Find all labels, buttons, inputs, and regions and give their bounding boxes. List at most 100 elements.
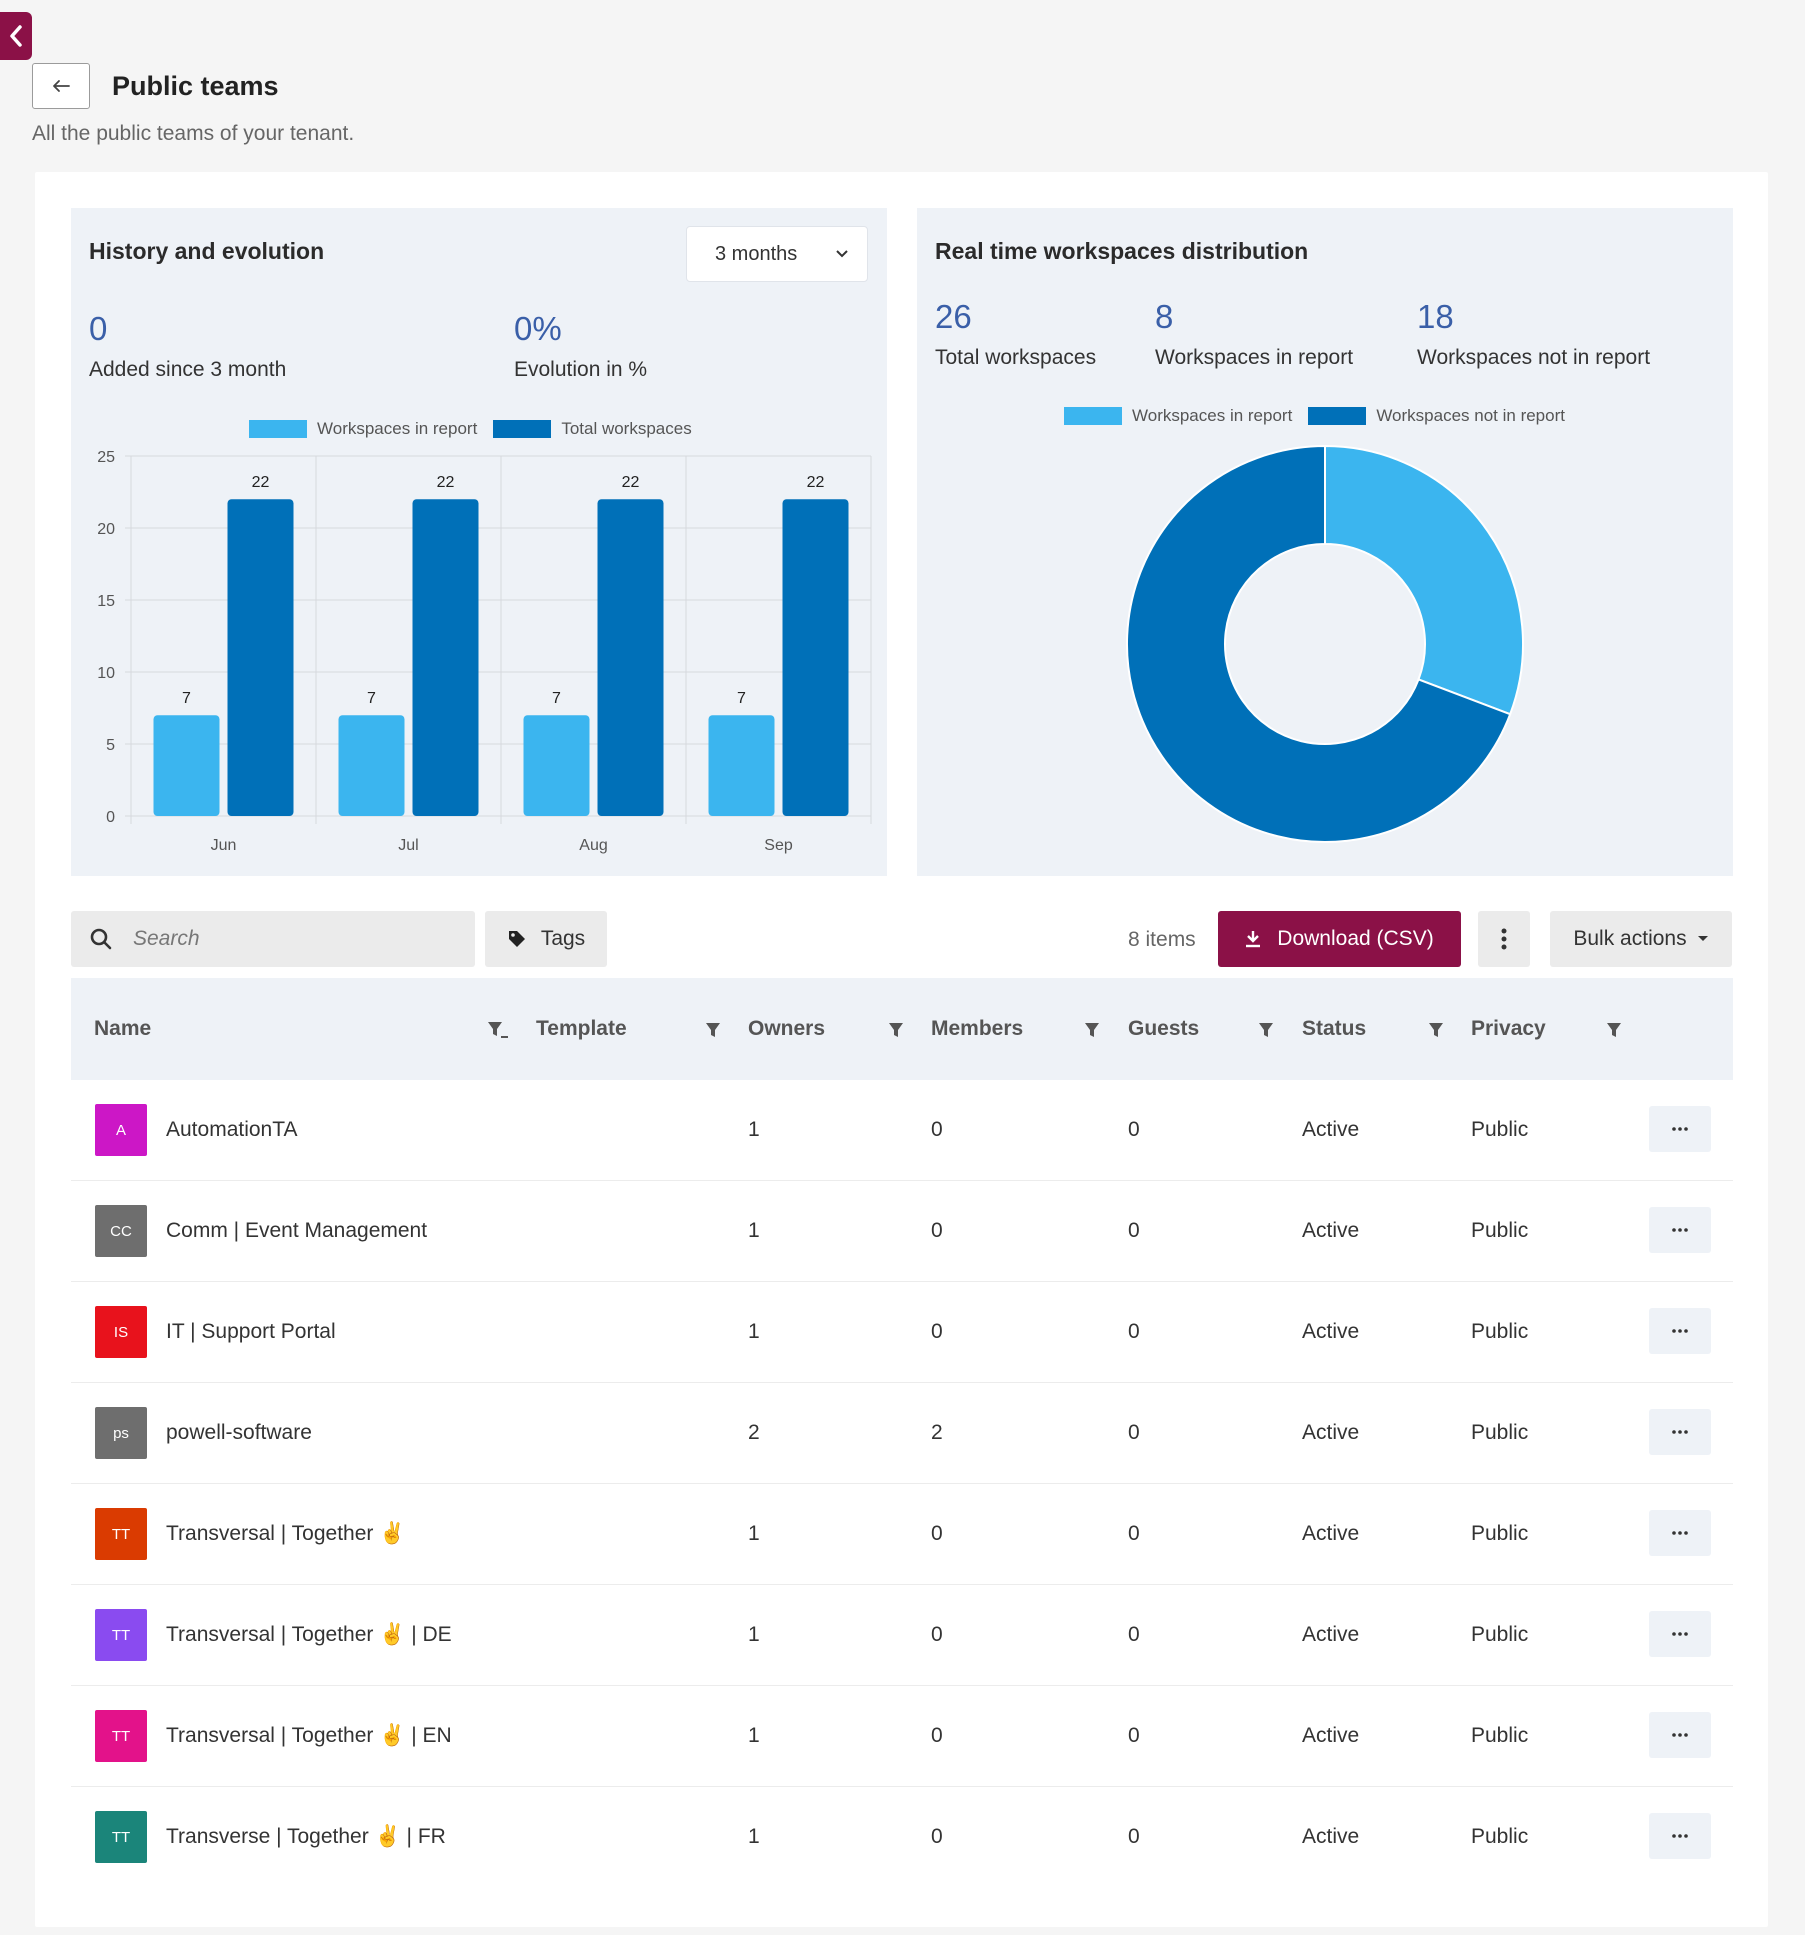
team-guests: 0 <box>1128 1522 1140 1545</box>
team-name[interactable]: powell-software <box>166 1421 312 1444</box>
filter-icon[interactable] <box>1077 1010 1107 1050</box>
team-owners: 2 <box>748 1421 760 1444</box>
column-header-members[interactable]: Members <box>931 1017 1024 1040</box>
sidebar-collapse-button[interactable] <box>0 12 32 60</box>
search-icon <box>90 928 112 950</box>
row-actions-button[interactable] <box>1649 1207 1711 1253</box>
horizontal-dots-icon <box>1672 1127 1688 1131</box>
row-actions-button[interactable] <box>1649 1308 1711 1354</box>
evolution-label: Evolution in % <box>514 358 648 381</box>
download-label: Download (CSV) <box>1277 927 1434 950</box>
team-name[interactable]: Transversal | Together ✌️ | DE <box>166 1623 452 1646</box>
bar <box>153 715 220 816</box>
legend-swatch <box>1064 407 1122 425</box>
download-csv-button[interactable]: Download (CSV) <box>1218 911 1461 967</box>
table-row[interactable]: TT Transversal | Together ✌️ 1 0 0 Activ… <box>71 1484 1733 1585</box>
distribution-donut-chart <box>1126 444 1524 843</box>
horizontal-dots-icon <box>1672 1531 1688 1535</box>
filter-icon[interactable] <box>1599 1010 1629 1050</box>
team-guests: 0 <box>1128 1219 1140 1242</box>
team-avatar: CC <box>95 1205 147 1257</box>
table-row[interactable]: A AutomationTA 1 0 0 Active Public <box>71 1080 1733 1181</box>
donut-slice <box>1324 444 1524 716</box>
row-actions-button[interactable] <box>1649 1611 1711 1657</box>
bar <box>597 499 664 816</box>
team-status: Active <box>1302 1522 1360 1545</box>
table-row[interactable]: IS IT | Support Portal 1 0 0 Active Publ… <box>71 1282 1733 1383</box>
team-guests: 0 <box>1128 1320 1140 1343</box>
legend-swatch <box>249 420 307 438</box>
column-header-name[interactable]: Name <box>94 1017 152 1040</box>
search-input[interactable] <box>131 926 465 952</box>
column-header-template[interactable]: Template <box>536 1017 627 1040</box>
team-name[interactable]: Comm | Event Management <box>166 1219 428 1242</box>
row-actions-button[interactable] <box>1649 1409 1711 1455</box>
row-actions-button[interactable] <box>1649 1106 1711 1152</box>
table-row[interactable]: CC Comm | Event Management 1 0 0 Active … <box>71 1181 1733 1282</box>
legend-item[interactable]: Workspaces not in report <box>1308 406 1565 426</box>
total-workspaces-label: Total workspaces <box>935 346 1097 369</box>
in-report-label: Workspaces in report <box>1155 346 1354 369</box>
data-label: 22 <box>622 474 640 491</box>
x-tick-label: Jun <box>211 837 237 854</box>
not-in-report-label: Workspaces not in report <box>1417 346 1651 369</box>
team-name[interactable]: Transversal | Together ✌️ <box>166 1522 406 1545</box>
filter-active-icon[interactable] <box>483 1010 513 1050</box>
horizontal-dots-icon <box>1672 1228 1688 1232</box>
row-actions-button[interactable] <box>1649 1510 1711 1556</box>
horizontal-dots-icon <box>1672 1834 1688 1838</box>
chevron-down-icon <box>836 250 848 258</box>
legend-item[interactable]: Workspaces in report <box>249 419 477 439</box>
team-avatar: IS <box>95 1306 147 1358</box>
bar <box>782 499 849 816</box>
page-subtitle: All the public teams of your tenant. <box>32 122 355 145</box>
team-name[interactable]: Transverse | Together ✌️ | FR <box>166 1825 446 1848</box>
back-button[interactable] <box>32 63 90 109</box>
search-box[interactable] <box>71 911 475 967</box>
column-header-owners[interactable]: Owners <box>748 1017 826 1040</box>
team-members: 0 <box>931 1320 943 1343</box>
team-avatar: TT <box>95 1508 147 1560</box>
team-avatar: TT <box>95 1710 147 1762</box>
not-in-report-value: 18 <box>1417 298 1454 335</box>
column-header-status[interactable]: Status <box>1302 1017 1367 1040</box>
horizontal-dots-icon <box>1672 1733 1688 1737</box>
team-owners: 1 <box>748 1219 760 1242</box>
more-options-button[interactable] <box>1478 911 1530 967</box>
tags-button[interactable]: Tags <box>485 911 607 967</box>
range-select[interactable]: 3 months <box>686 226 868 282</box>
legend-item[interactable]: Workspaces in report <box>1064 406 1292 426</box>
team-owners: 1 <box>748 1118 760 1141</box>
table-row[interactable]: TT Transversal | Together ✌️ | DE 1 0 0 … <box>71 1585 1733 1686</box>
bar-chart-legend: Workspaces in report Total workspaces <box>249 419 708 439</box>
row-actions-button[interactable] <box>1649 1813 1711 1859</box>
filter-icon[interactable] <box>881 1010 911 1050</box>
team-status: Active <box>1302 1421 1360 1444</box>
filter-icon[interactable] <box>1421 1010 1451 1050</box>
table-row[interactable]: TT Transversal | Together ✌️ | EN 1 0 0 … <box>71 1686 1733 1787</box>
team-privacy: Public <box>1471 1320 1529 1343</box>
filter-icon[interactable] <box>1251 1010 1281 1050</box>
history-title: History and evolution <box>89 238 325 264</box>
horizontal-dots-icon <box>1672 1329 1688 1333</box>
legend-item[interactable]: Total workspaces <box>493 419 692 439</box>
team-name[interactable]: AutomationTA <box>166 1118 298 1141</box>
data-label: 7 <box>367 690 376 707</box>
team-privacy: Public <box>1471 1623 1529 1646</box>
team-privacy: Public <box>1471 1219 1529 1242</box>
table-row[interactable]: TT Transverse | Together ✌️ | FR 1 0 0 A… <box>71 1787 1733 1887</box>
bulk-actions-label: Bulk actions <box>1573 927 1687 950</box>
team-name[interactable]: Transversal | Together ✌️ | EN <box>166 1724 452 1747</box>
total-workspaces-value: 26 <box>935 298 972 335</box>
team-status: Active <box>1302 1724 1360 1747</box>
column-header-privacy[interactable]: Privacy <box>1471 1017 1546 1040</box>
column-header-guests[interactable]: Guests <box>1128 1017 1200 1040</box>
row-actions-button[interactable] <box>1649 1712 1711 1758</box>
download-icon <box>1246 931 1261 948</box>
bulk-actions-button[interactable]: Bulk actions <box>1550 911 1732 967</box>
data-label: 22 <box>252 474 270 491</box>
team-name[interactable]: IT | Support Portal <box>166 1320 336 1343</box>
filter-icon[interactable] <box>698 1010 728 1050</box>
table-row[interactable]: ps powell-software 2 2 0 Active Public <box>71 1383 1733 1484</box>
data-label: 22 <box>807 474 825 491</box>
